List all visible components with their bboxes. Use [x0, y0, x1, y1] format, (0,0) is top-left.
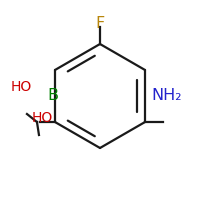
- Text: F: F: [95, 16, 105, 30]
- Text: HO: HO: [31, 111, 53, 125]
- Text: B: B: [48, 88, 58, 102]
- Text: HO: HO: [10, 80, 32, 94]
- Text: NH₂: NH₂: [151, 88, 182, 102]
